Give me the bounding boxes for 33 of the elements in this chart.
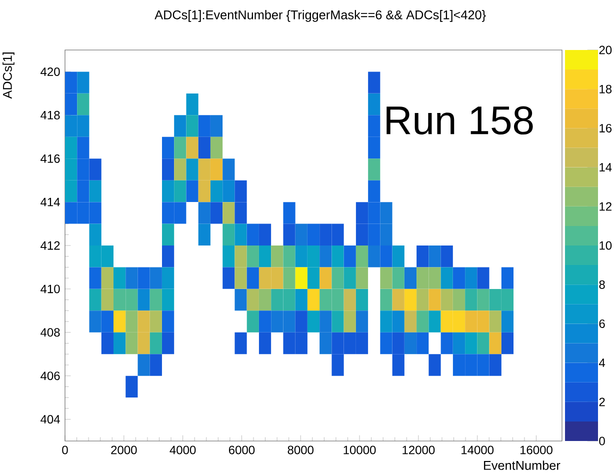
x-tick-label: 12000 — [402, 446, 435, 454]
color-bar-label: 16 — [600, 124, 612, 132]
y-tick-label: 406 — [40, 372, 60, 380]
color-bar-label: 4 — [598, 358, 606, 367]
x-tick-label: 0 — [62, 446, 68, 454]
annotation: Run 158 — [386, 106, 533, 135]
color-bar-label: 14 — [600, 163, 612, 172]
color-bar-label: 6 — [599, 319, 605, 328]
color-bar-label: 12 — [600, 202, 612, 211]
y-tick-label: 412 — [40, 241, 60, 250]
y-tick-label: 418 — [40, 110, 60, 120]
x-tick-label: 10000 — [344, 446, 376, 454]
chart-title: ADCs[1]:EventNumber {TriggerMask==6 && ADCs[1]<420} — [154, 10, 486, 22]
color-bar-label: 10 — [600, 241, 612, 250]
y-tick-label: 404 — [40, 415, 60, 424]
y-tick-label: 408 — [40, 328, 60, 337]
x-tick-label: 8000 — [288, 446, 314, 454]
y-tick-label: 414 — [40, 198, 60, 206]
x-tick-label: 6000 — [228, 446, 255, 454]
x-tick-label: 16000 — [520, 446, 552, 454]
x-tick-label: 14000 — [462, 446, 494, 454]
x-axis-title: EventNumber — [484, 460, 560, 470]
x-tick-label: 4000 — [170, 446, 196, 454]
color-bar-label: 20 — [599, 46, 612, 54]
y-axis-title: ADCs[1] — [2, 52, 14, 99]
color-bar-label: 18 — [600, 84, 612, 94]
y-tick-label: 410 — [40, 284, 60, 294]
x-tick-label: 2000 — [111, 446, 137, 454]
color-bar-label: 8 — [599, 280, 605, 289]
y-tick-label: 416 — [40, 154, 60, 163]
color-bar-label: 2 — [599, 398, 605, 406]
color-bar-label: 0 — [599, 436, 605, 446]
y-tick-label: 420 — [40, 67, 60, 76]
